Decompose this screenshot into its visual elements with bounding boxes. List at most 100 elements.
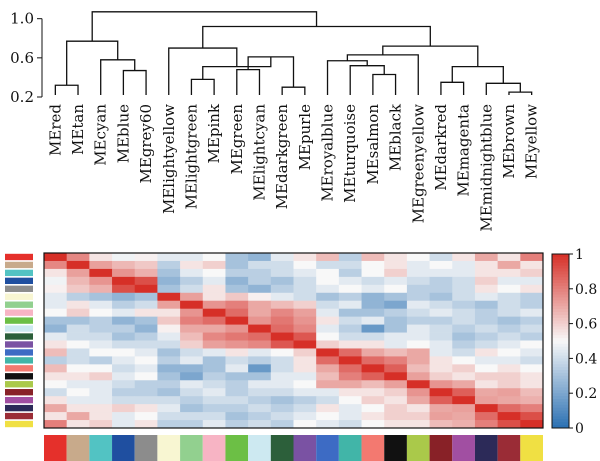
heatmap-cell (180, 324, 204, 333)
heatmap-cell (134, 276, 158, 286)
heatmap-cell (66, 292, 90, 302)
heatmap-cell (384, 300, 408, 310)
heatmap-cell (202, 380, 226, 389)
heatmap-cell (112, 356, 136, 365)
heatmap-cell (89, 284, 113, 294)
column-module-swatch (270, 435, 294, 461)
heatmap-cell (293, 396, 317, 405)
heatmap-cell (202, 420, 226, 429)
colorbar-gradient-step (552, 265, 569, 269)
colorbar-gradient-step (552, 358, 569, 362)
heatmap-cell (180, 340, 204, 349)
heatmap-cell (112, 388, 136, 397)
colorbar-border (551, 253, 570, 429)
heatmap-cell (520, 372, 544, 381)
heatmap-cell (474, 420, 499, 429)
heatmap-cell (293, 348, 317, 357)
heatmap-cell (497, 253, 521, 262)
heatmap-cell (520, 388, 544, 397)
heatmap-cell (112, 284, 136, 294)
heatmap-cell (520, 268, 544, 278)
heatmap-cell (293, 332, 317, 341)
leaf-label: MElightgreen (182, 104, 200, 210)
heatmap-cell (225, 404, 249, 413)
heatmap-cell (157, 276, 181, 286)
heatmap-cell (157, 420, 181, 429)
dendrogram-branch (100, 59, 136, 95)
heatmap-cell (316, 332, 340, 341)
heatmap-cell (89, 260, 113, 270)
heatmap-cell (180, 372, 204, 381)
heatmap-cell (225, 308, 249, 318)
heatmap-cell (497, 292, 521, 302)
heatmap-cell (180, 308, 204, 318)
heatmap-cell (474, 253, 499, 262)
column-module-swatch (157, 435, 181, 461)
heatmap-cell (520, 332, 544, 341)
heatmap-cell (157, 412, 181, 421)
heatmap-cell (225, 292, 249, 302)
colorbar-gradient-step (552, 370, 569, 374)
heatmap-cell (44, 372, 68, 381)
column-module-swatch (474, 435, 498, 461)
heatmap-cell (248, 372, 272, 381)
heatmap-cell (134, 396, 158, 405)
heatmap-cell (361, 356, 385, 365)
heatmap-cell (270, 420, 294, 429)
heatmap-cell (293, 260, 317, 270)
heatmap-cell (134, 356, 158, 365)
leaf-label: MEgreen (228, 104, 246, 175)
heatmap-cell (225, 332, 249, 341)
heatmap-cell (180, 396, 204, 405)
heatmap-cell (452, 380, 476, 389)
heatmap-cell (474, 356, 499, 365)
column-module-swatch (225, 435, 249, 461)
heatmap-cell (134, 332, 158, 341)
row-module-swatch (5, 269, 33, 277)
colorbar-gradient-step (552, 387, 569, 391)
heatmap-cell (270, 324, 294, 333)
heatmap-cell (157, 396, 181, 405)
column-module-swatch (66, 435, 90, 461)
heatmap-cell (520, 356, 544, 365)
heatmap-cell (338, 308, 362, 318)
heatmap-cell (66, 300, 90, 310)
heatmap-cell (134, 420, 158, 429)
leaf-label: MEcyan (92, 104, 110, 166)
heatmap-cell (452, 253, 476, 262)
heatmap-cell (361, 324, 385, 333)
column-module-swatch (180, 435, 203, 461)
heatmap-cell (202, 412, 226, 421)
heatmap-cell (112, 316, 136, 325)
heatmap-cell (429, 396, 453, 405)
heatmap-cell (429, 324, 453, 333)
colorbar-gradient-step (552, 326, 569, 330)
dendrogram (54, 11, 533, 95)
heatmap-cell (225, 276, 249, 286)
heatmap-cell (134, 308, 158, 318)
heatmap-cell (180, 412, 204, 421)
heatmap-cell (384, 324, 408, 333)
heatmap-cell (202, 324, 226, 333)
colorbar-gradient-step (552, 341, 569, 345)
heatmap-cell (293, 380, 317, 389)
heatmap-cell (474, 340, 499, 349)
heatmap-cell (248, 268, 272, 278)
heatmap-cell (44, 253, 68, 262)
heatmap-cell (406, 308, 430, 318)
heatmap-cell (225, 348, 249, 357)
heatmap-cell (384, 380, 408, 389)
row-module-swatch (5, 349, 33, 356)
colorbar-gradient-step (552, 364, 569, 368)
heatmap-cell (66, 388, 90, 397)
heatmap-cell (270, 316, 294, 325)
colorbar-gradient-step (552, 280, 569, 284)
colorbar: 1 0.8 0.6 0.4 0.2 0 (551, 247, 597, 437)
heatmap-cell (452, 388, 476, 397)
colorbar-gradient-step (552, 346, 569, 351)
heatmap-cell (66, 340, 90, 349)
heatmap-cell (225, 260, 249, 270)
leaf-label: MEyellow (523, 104, 541, 179)
heatmap-cell (338, 292, 362, 302)
